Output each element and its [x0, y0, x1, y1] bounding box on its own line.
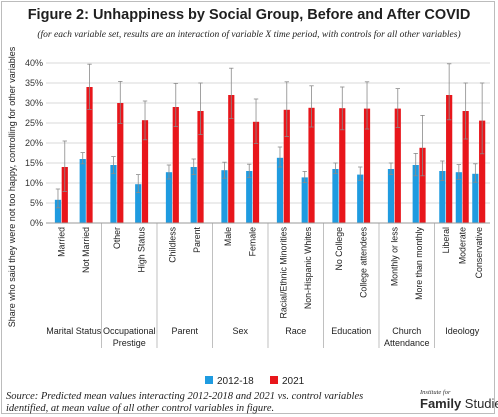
x-category-label: Parent — [192, 226, 202, 252]
source-note: Source: Predicted mean values interactin… — [6, 391, 364, 414]
bar-2012-18 — [276, 157, 284, 223]
x-category-label: Monthly or less — [389, 226, 399, 286]
x-category-label: High Status — [137, 226, 147, 272]
group-label: Parent — [171, 326, 198, 336]
bar-2021 — [479, 120, 486, 223]
bar-2021 — [363, 108, 371, 223]
bar-2012-18 — [472, 173, 479, 223]
bar-2012-18 — [439, 171, 446, 223]
x-category-label: Liberal — [441, 227, 451, 253]
group-label: Church — [392, 326, 421, 336]
bar-2021 — [419, 147, 426, 223]
group-label: Sex — [232, 326, 248, 336]
y-tick-label: 15% — [25, 158, 43, 168]
x-category-label: Male — [223, 227, 233, 246]
bar-2012-18 — [387, 169, 395, 223]
x-category-label: Not Married — [81, 227, 91, 273]
bar-2021 — [394, 108, 401, 223]
logo-brand-bold: Family — [420, 396, 462, 411]
bar-2012-18 — [332, 169, 339, 223]
bar-2021 — [86, 87, 93, 223]
chart-title: Figure 2: Unhappiness by Social Group, B… — [27, 7, 471, 23]
bar-2012-18 — [79, 159, 86, 223]
x-category-label: Other — [112, 227, 122, 249]
logo-brand: Family Studies — [420, 396, 498, 411]
bar-2021 — [117, 103, 124, 223]
bar-2012-18 — [455, 172, 462, 223]
y-tick-label: 25% — [25, 118, 43, 128]
chart-plot: 0% 5% 10% 15% 20% 25% 30% 35% 40% Married Not Marr… — [25, 58, 490, 348]
legend-item-2021: 2021 — [270, 376, 304, 387]
bar-2021 — [446, 95, 453, 223]
group-label: Marital Status — [46, 326, 102, 336]
group-label: Prestige — [113, 338, 146, 348]
group-label: Occupational — [103, 326, 156, 336]
bar-2021 — [339, 108, 346, 223]
bar-2012-18 — [357, 174, 364, 223]
logo-institute-line: Institute for — [420, 389, 451, 396]
bar-2012-18 — [246, 171, 253, 223]
bar-2012-18 — [412, 165, 419, 223]
bar-2012-18 — [135, 184, 142, 223]
x-category-label: Conservative — [474, 227, 484, 278]
bar-2021 — [228, 95, 235, 223]
x-category-label: Moderate — [457, 227, 467, 264]
x-category-label: College attendees — [359, 226, 369, 298]
y-tick-label: 10% — [25, 178, 43, 188]
x-category-label: Non-Hispanic Whites — [303, 226, 313, 309]
legend-item-2012-18: 2012-18 — [205, 376, 254, 387]
y-tick-label: 5% — [30, 198, 43, 208]
legend-swatch-2021 — [270, 376, 278, 384]
legend-label-2021: 2021 — [282, 376, 305, 387]
bar-2012-18 — [165, 172, 173, 223]
bar-2021 — [283, 109, 290, 223]
bar-2021 — [197, 111, 204, 223]
x-category-label: Childless — [167, 226, 177, 262]
x-category-label: Racial/Ethnic Minorities — [278, 226, 288, 318]
x-category-label: Female — [248, 227, 258, 256]
y-tick-label: 40% — [25, 58, 43, 68]
bar-2012-18 — [110, 165, 117, 223]
bar-2012-18 — [221, 170, 228, 223]
bar-2021 — [141, 120, 149, 223]
chart-subtitle: (for each variable set, results are an i… — [37, 30, 461, 40]
bar-2021 — [308, 107, 315, 223]
group-label: Ideology — [445, 326, 480, 336]
bar-2012-18 — [190, 167, 197, 223]
bar-2021 — [252, 121, 260, 223]
y-tick-label: 30% — [25, 98, 43, 108]
y-tick-label: 35% — [25, 78, 43, 88]
y-tick-label: 20% — [25, 138, 43, 148]
legend-label-2012-18: 2012-18 — [217, 376, 254, 387]
y-tick-label: 0% — [30, 218, 43, 228]
bar-2021 — [462, 111, 469, 223]
group-label: Education — [331, 326, 371, 336]
group-label: Attendance — [384, 338, 430, 348]
x-category-label: Married — [56, 227, 66, 257]
bar-2021 — [172, 107, 179, 223]
logo-brand-rest: Studies — [464, 396, 498, 411]
legend-swatch-2012-18 — [205, 376, 213, 384]
bar-2012-18 — [54, 199, 62, 223]
bar-2012-18 — [301, 177, 308, 223]
group-label: Race — [285, 326, 306, 336]
ifs-logo: Institute for Family Studies — [420, 389, 498, 413]
x-category-label: More than monthly — [414, 226, 424, 299]
bar-2021 — [61, 167, 68, 223]
x-category-label: No College — [334, 227, 344, 271]
